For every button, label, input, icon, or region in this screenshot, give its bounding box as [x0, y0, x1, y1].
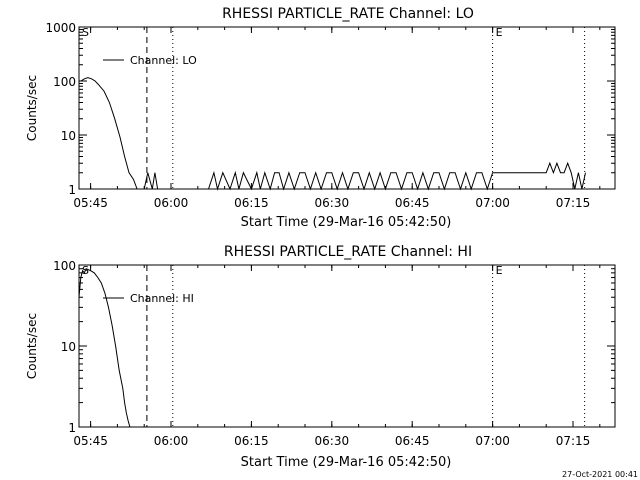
y-tick-label: 10 [61, 129, 76, 143]
time-marker-label: E [496, 26, 503, 39]
legend-label: Channel: LO [130, 54, 197, 67]
x-tick-label: 06:45 [395, 196, 430, 210]
y-axis-label: Counts/sec [25, 313, 39, 379]
tick-layer: 05:45 06:00 06:15 06:30 06:45 07:00 07:15 1 10 10… [45, 21, 615, 210]
x-tick-label: 06:15 [234, 196, 269, 210]
x-tick-label: 06:30 [315, 434, 350, 448]
series-line [78, 268, 131, 428]
chart-title: RHESSI PARTICLE_RATE Channel: HI [224, 244, 472, 260]
time-marker-label: E [496, 264, 503, 277]
time-marker-label: S [82, 26, 89, 39]
x-tick-label: 07:00 [475, 434, 510, 448]
x-tick-label: 07:00 [475, 196, 510, 210]
x-tick-label: 06:30 [315, 196, 350, 210]
plot-area [78, 264, 616, 428]
x-tick-label: 05:45 [73, 196, 108, 210]
series-line [80, 77, 586, 191]
chart-title: RHESSI PARTICLE_RATE Channel: LO [222, 6, 474, 22]
y-tick-label: 1 [68, 183, 76, 197]
legend: Channel: HI [103, 292, 194, 305]
y-tick-label: 1000 [45, 21, 76, 35]
legend: Channel: LO [103, 54, 197, 67]
tick-layer: 05:45 06:00 06:15 06:30 06:45 07:00 07:15 1 10 10… [53, 259, 615, 448]
legend-label: Channel: HI [130, 292, 194, 305]
y-tick-label: 10 [61, 340, 76, 354]
series-layer [78, 268, 131, 428]
x-tick-label: 06:15 [234, 434, 269, 448]
x-tick-label: 05:45 [73, 434, 108, 448]
x-tick-label: 07:15 [556, 196, 591, 210]
y-tick-label: 100 [53, 259, 76, 273]
x-tick-label: 06:00 [154, 196, 189, 210]
x-axis-label: Start Time (29-Mar-16 05:42:50) [241, 215, 452, 230]
x-axis-label: Start Time (29-Mar-16 05:42:50) [241, 455, 452, 470]
series-layer [80, 77, 586, 191]
y-tick-label: 1 [68, 421, 76, 435]
y-tick-label: 100 [53, 75, 76, 89]
x-tick-label: 06:00 [154, 434, 189, 448]
footer-timestamp: 27-Oct-2021 00:41 [562, 470, 638, 479]
x-tick-label: 07:15 [556, 434, 591, 448]
plot-area [78, 26, 616, 190]
x-tick-label: 06:45 [395, 434, 430, 448]
y-axis-label: Counts/sec [25, 75, 39, 141]
